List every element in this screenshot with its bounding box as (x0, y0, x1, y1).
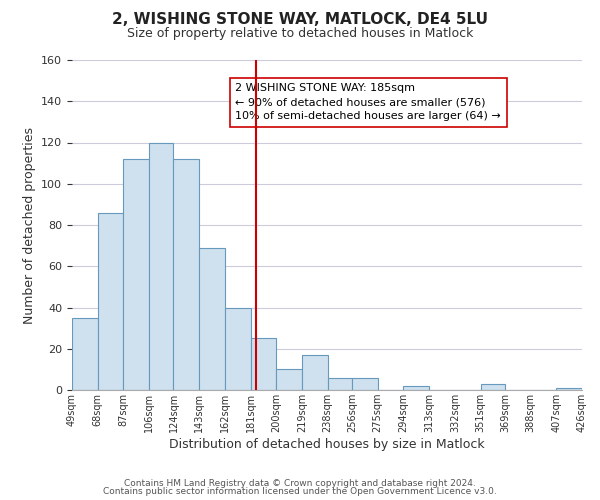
Bar (173, 159, 199, 390)
Bar (328, 378, 352, 390)
Bar (276, 370, 302, 390)
Bar (98, 212, 124, 390)
Bar (302, 355, 328, 390)
Text: 2, WISHING STONE WAY, MATLOCK, DE4 5LU: 2, WISHING STONE WAY, MATLOCK, DE4 5LU (112, 12, 488, 28)
Text: 2 WISHING STONE WAY: 185sqm
← 90% of detached houses are smaller (576)
10% of se: 2 WISHING STONE WAY: 185sqm ← 90% of det… (235, 83, 501, 121)
Bar (556, 388, 582, 390)
Bar (225, 308, 251, 390)
Y-axis label: Number of detached properties: Number of detached properties (23, 126, 35, 324)
Text: Size of property relative to detached houses in Matlock: Size of property relative to detached ho… (127, 28, 473, 40)
Bar (251, 338, 276, 390)
Bar (352, 378, 378, 390)
Bar (72, 318, 98, 390)
Text: Contains public sector information licensed under the Open Government Licence v3: Contains public sector information licen… (103, 487, 497, 496)
X-axis label: Distribution of detached houses by size in Matlock: Distribution of detached houses by size … (169, 438, 485, 451)
Text: Contains HM Land Registry data © Crown copyright and database right 2024.: Contains HM Land Registry data © Crown c… (124, 478, 476, 488)
Bar (199, 248, 225, 390)
Bar (481, 384, 505, 390)
Bar (149, 142, 173, 390)
Bar (403, 386, 429, 390)
Bar (124, 159, 149, 390)
